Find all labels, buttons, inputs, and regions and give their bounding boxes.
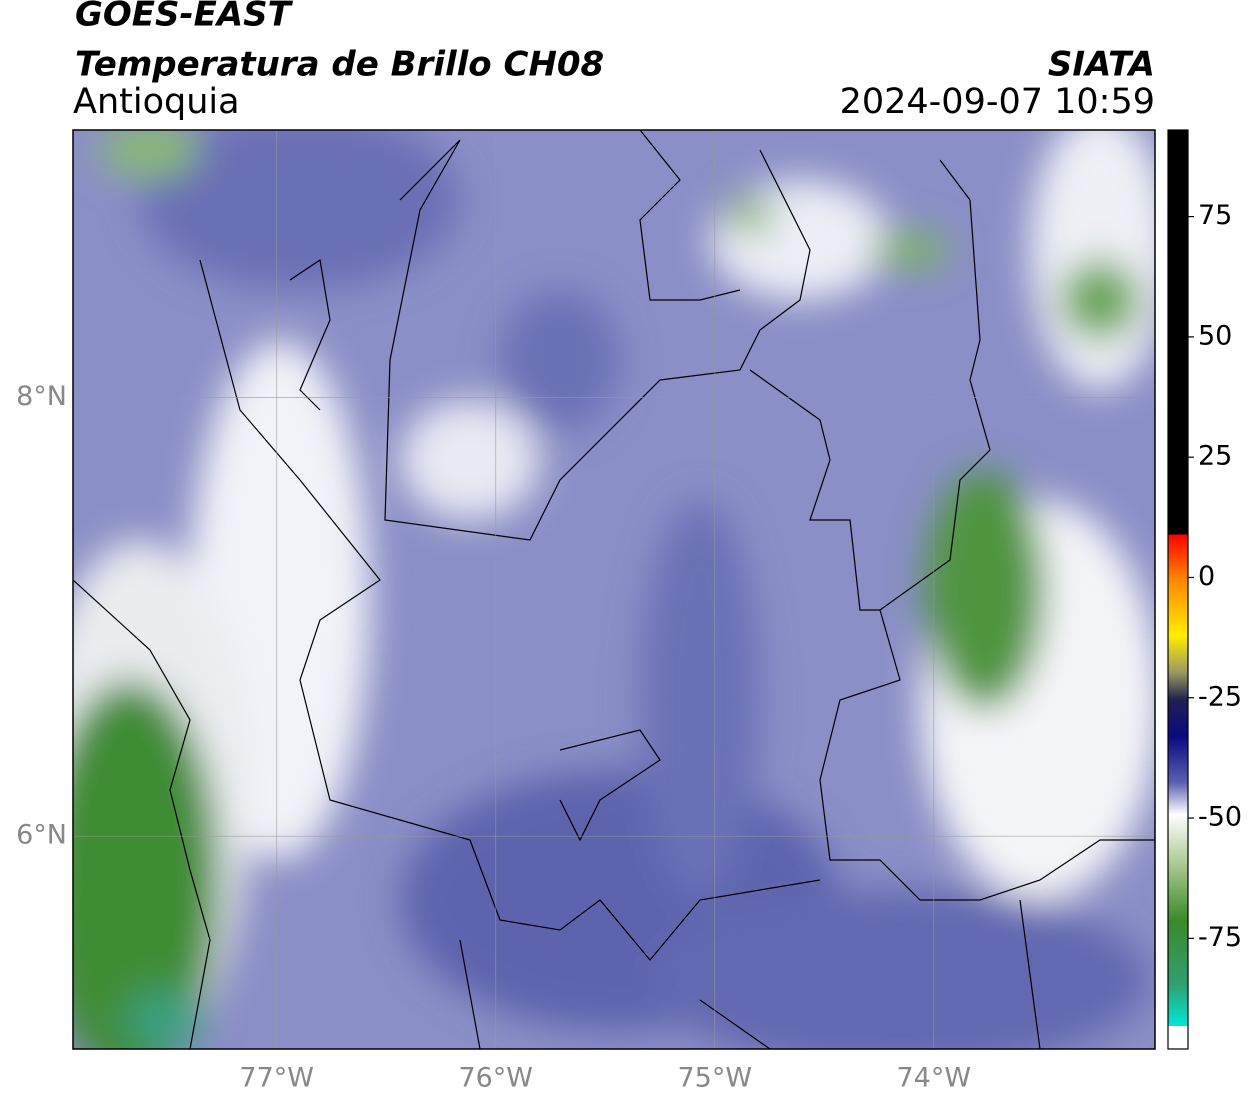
title: GOES-EAST	[75, 0, 294, 35]
x-tick-label: 77°W	[239, 1063, 314, 1094]
colorbar-tick-label: -75	[1198, 922, 1242, 953]
x-tick-label: 76°W	[458, 1063, 533, 1094]
grid	[73, 130, 1155, 1049]
datetime: 2024-09-07 10:59	[840, 82, 1155, 122]
colorbar-tick-label: 0	[1198, 561, 1215, 592]
map-imagery	[73, 130, 1155, 1049]
source: SIATA	[1048, 45, 1155, 85]
x-tick-label: 74°W	[897, 1063, 972, 1094]
subtitle: Temperatura de Brillo CH08	[75, 45, 604, 85]
colorbar-tick-label: 75	[1198, 200, 1232, 231]
colorbar	[1167, 129, 1189, 1050]
map-frame	[72, 129, 1156, 1050]
colorbar-tick-label: -50	[1198, 802, 1242, 833]
region: Antioquia	[73, 82, 240, 122]
colorbar-tick-label: -25	[1198, 681, 1242, 712]
x-tick-label: 75°W	[677, 1063, 752, 1094]
colorbar-tick-label: 50	[1198, 320, 1232, 351]
y-tick-label: 6°N	[16, 820, 67, 851]
colorbar-tick-label: 25	[1198, 441, 1232, 472]
y-tick-label: 8°N	[16, 381, 67, 412]
